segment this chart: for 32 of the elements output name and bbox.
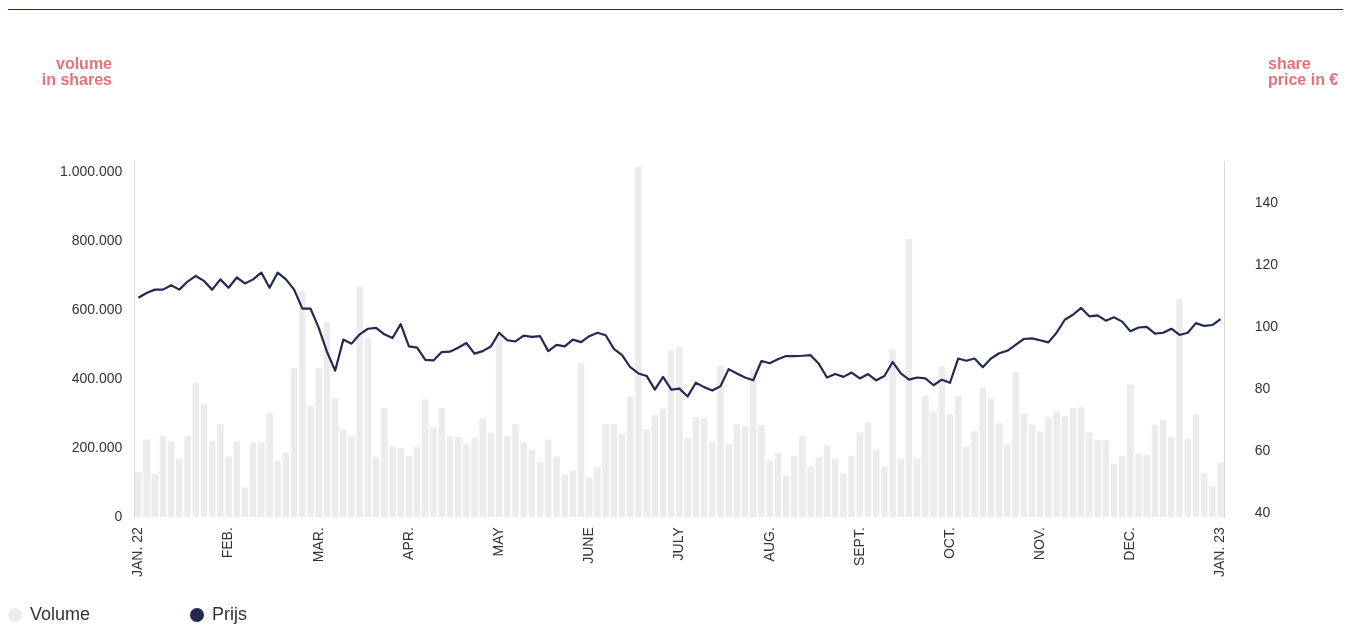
x-tick-label: MAR. bbox=[309, 527, 326, 563]
bar bbox=[495, 332, 503, 518]
x-tick-label: APR. bbox=[399, 527, 416, 560]
y2-tick-label: 40 bbox=[1254, 504, 1271, 521]
x-tick-label: JAN. 23 bbox=[1211, 527, 1228, 578]
y2-tick-label: 80 bbox=[1254, 379, 1271, 396]
x-tick-label: AUG. bbox=[760, 527, 777, 562]
legend-label: Prijs bbox=[212, 604, 248, 625]
y2-tick-label: 100 bbox=[1254, 317, 1279, 334]
x-tick-label: JUNE bbox=[580, 527, 597, 564]
y-axis-title: volume in shares bbox=[40, 55, 112, 88]
x-tick-label: JAN. 22 bbox=[129, 527, 146, 578]
x-tick-label: NOV. bbox=[1031, 527, 1048, 561]
y2-tick-label: 140 bbox=[1254, 193, 1279, 210]
x-tick-label: DEC. bbox=[1121, 527, 1138, 561]
y-tick-label: 600.000 bbox=[71, 300, 123, 317]
y-tick-label: 1.000.000 bbox=[59, 162, 123, 179]
y2-tick-label: 120 bbox=[1254, 255, 1279, 272]
y-tick-label: 0 bbox=[114, 508, 123, 525]
bar bbox=[938, 366, 946, 518]
x-tick-label: SEPT. bbox=[850, 527, 867, 567]
y2-axis-title: share price in € bbox=[1268, 55, 1340, 88]
bar bbox=[905, 239, 913, 518]
y-tick-label: 400.000 bbox=[71, 369, 123, 386]
y2-tick-label: 60 bbox=[1254, 441, 1271, 458]
x-tick-label: MAY bbox=[489, 526, 506, 557]
x-tick-label: JULY bbox=[670, 526, 687, 561]
legend-label: Volume bbox=[30, 604, 91, 625]
x-tick-label: OCT. bbox=[940, 527, 957, 560]
y-tick-label: 200.000 bbox=[71, 438, 123, 455]
y-tick-label: 800.000 bbox=[71, 231, 123, 248]
x-tick-label: FEB. bbox=[219, 527, 236, 559]
